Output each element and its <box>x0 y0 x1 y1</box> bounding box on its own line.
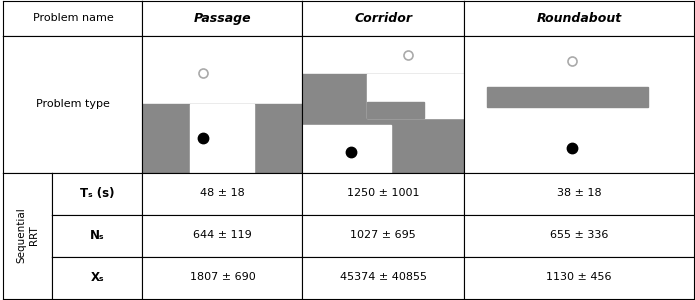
Text: 1027 ± 695: 1027 ± 695 <box>350 230 416 241</box>
Text: 45374 ± 40855: 45374 ± 40855 <box>340 272 427 283</box>
Text: Corridor: Corridor <box>354 12 412 25</box>
Text: Passage: Passage <box>194 12 251 25</box>
Bar <box>367 101 424 118</box>
Text: Xₛ: Xₛ <box>90 271 104 284</box>
Text: Sequential
RRT: Sequential RRT <box>16 208 40 263</box>
Bar <box>190 104 254 172</box>
Text: Problem type: Problem type <box>36 99 110 109</box>
Bar <box>302 125 391 172</box>
Text: 48 ± 18: 48 ± 18 <box>200 188 245 199</box>
Text: 644 ± 119: 644 ± 119 <box>193 230 252 241</box>
Text: 655 ± 336: 655 ± 336 <box>550 230 608 241</box>
Bar <box>302 74 464 172</box>
Text: 1807 ± 690: 1807 ± 690 <box>190 272 255 283</box>
Bar <box>367 74 464 118</box>
Bar <box>142 104 302 172</box>
Text: 1250 ± 1001: 1250 ± 1001 <box>347 188 420 199</box>
Text: 1130 ± 456: 1130 ± 456 <box>546 272 612 283</box>
Text: 38 ± 18: 38 ± 18 <box>557 188 601 199</box>
Text: Roundabout: Roundabout <box>537 12 621 25</box>
Text: Problem name: Problem name <box>33 13 113 23</box>
Text: Nₛ: Nₛ <box>90 229 104 242</box>
Text: Tₛ (s): Tₛ (s) <box>80 187 115 200</box>
Bar <box>487 86 648 107</box>
